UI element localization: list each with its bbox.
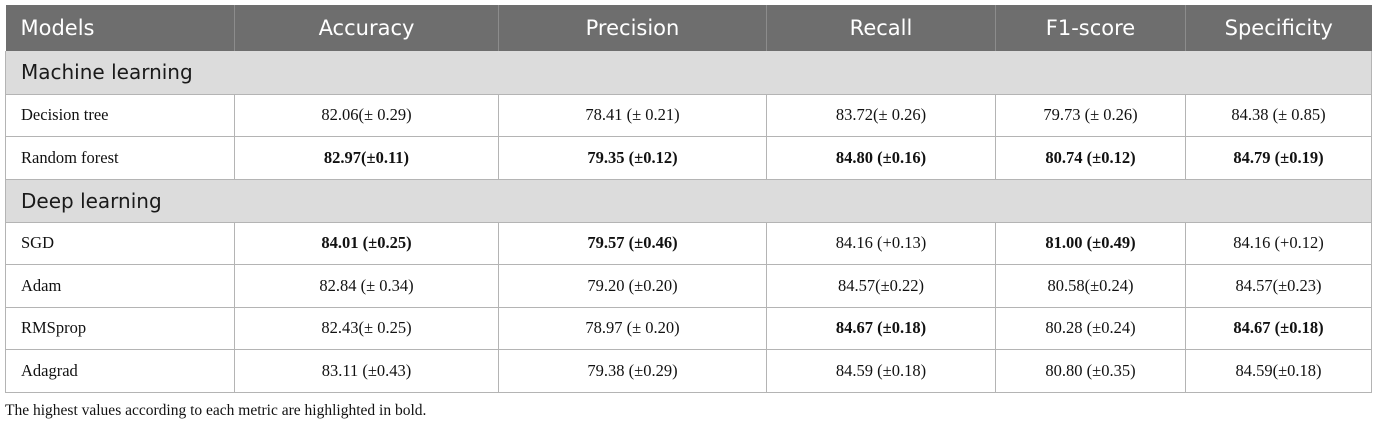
- accuracy-cell: 82.97(±0.11): [234, 136, 499, 180]
- f1-score-cell: 80.28 (±0.24): [995, 306, 1186, 350]
- table-footnote: The highest values according to each met…: [5, 402, 427, 419]
- table-row: Decision tree 82.06(± 0.29) 78.41 (± 0.2…: [5, 93, 1372, 137]
- precision-cell: 78.41 (± 0.21): [498, 93, 767, 137]
- section-row: Machine learning: [5, 51, 1372, 95]
- section-row: Deep learning: [5, 179, 1372, 223]
- precision-cell: 79.57 (±0.46): [498, 221, 767, 265]
- specificity-cell: 84.67 (±0.18): [1185, 306, 1372, 350]
- results-table-container: Models Accuracy Precision Recall F1-scor…: [5, 5, 1372, 393]
- header-models: Models: [5, 5, 235, 51]
- model-name-cell: SGD: [5, 221, 235, 265]
- recall-cell: 83.72(± 0.26): [766, 93, 996, 137]
- specificity-cell: 84.79 (±0.19): [1185, 136, 1372, 180]
- recall-cell: 84.59 (±0.18): [766, 349, 996, 393]
- table-body: Machine learning Decision tree 82.06(± 0…: [5, 51, 1372, 393]
- model-name-cell: RMSprop: [5, 306, 235, 350]
- model-name-cell: Adagrad: [5, 349, 235, 393]
- f1-score-cell: 80.74 (±0.12): [995, 136, 1186, 180]
- header-recall: Recall: [766, 5, 996, 51]
- section-title: Deep learning: [5, 179, 1372, 223]
- table-row: RMSprop 82.43(± 0.25) 78.97 (± 0.20) 84.…: [5, 306, 1372, 350]
- table-row: SGD 84.01 (±0.25) 79.57 (±0.46) 84.16 (+…: [5, 221, 1372, 265]
- model-name-cell: Decision tree: [5, 93, 235, 137]
- recall-cell: 84.16 (+0.13): [766, 221, 996, 265]
- results-table: Models Accuracy Precision Recall F1-scor…: [5, 5, 1372, 393]
- accuracy-cell: 82.43(± 0.25): [234, 306, 499, 350]
- header-accuracy: Accuracy: [234, 5, 499, 51]
- accuracy-cell: 82.06(± 0.29): [234, 93, 499, 137]
- model-name-cell: Adam: [5, 264, 235, 308]
- f1-score-cell: 81.00 (±0.49): [995, 221, 1186, 265]
- f1-score-cell: 79.73 (± 0.26): [995, 93, 1186, 137]
- header-row: Models Accuracy Precision Recall F1-scor…: [5, 5, 1372, 51]
- specificity-cell: 84.16 (+0.12): [1185, 221, 1372, 265]
- accuracy-cell: 84.01 (±0.25): [234, 221, 499, 265]
- header-precision: Precision: [498, 5, 767, 51]
- f1-score-cell: 80.80 (±0.35): [995, 349, 1186, 393]
- recall-cell: 84.67 (±0.18): [766, 306, 996, 350]
- specificity-cell: 84.59(±0.18): [1185, 349, 1372, 393]
- table-row: Adam 82.84 (± 0.34) 79.20 (±0.20) 84.57(…: [5, 264, 1372, 308]
- model-name-cell: Random forest: [5, 136, 235, 180]
- specificity-cell: 84.38 (± 0.85): [1185, 93, 1372, 137]
- precision-cell: 79.35 (±0.12): [498, 136, 767, 180]
- recall-cell: 84.80 (±0.16): [766, 136, 996, 180]
- precision-cell: 79.20 (±0.20): [498, 264, 767, 308]
- table-row: Adagrad 83.11 (±0.43) 79.38 (±0.29) 84.5…: [5, 349, 1372, 393]
- f1-score-cell: 80.58(±0.24): [995, 264, 1186, 308]
- table-row: Random forest 82.97(±0.11) 79.35 (±0.12)…: [5, 136, 1372, 180]
- precision-cell: 78.97 (± 0.20): [498, 306, 767, 350]
- section-title: Machine learning: [5, 51, 1372, 95]
- header-f1-score: F1-score: [995, 5, 1186, 51]
- header-specificity: Specificity: [1224, 16, 1333, 40]
- table-header: Models Accuracy Precision Recall F1-scor…: [5, 5, 1372, 51]
- recall-cell: 84.57(±0.22): [766, 264, 996, 308]
- precision-cell: 79.38 (±0.29): [498, 349, 767, 393]
- accuracy-cell: 82.84 (± 0.34): [234, 264, 499, 308]
- specificity-cell: 84.57(±0.23): [1185, 264, 1372, 308]
- accuracy-cell: 83.11 (±0.43): [234, 349, 499, 393]
